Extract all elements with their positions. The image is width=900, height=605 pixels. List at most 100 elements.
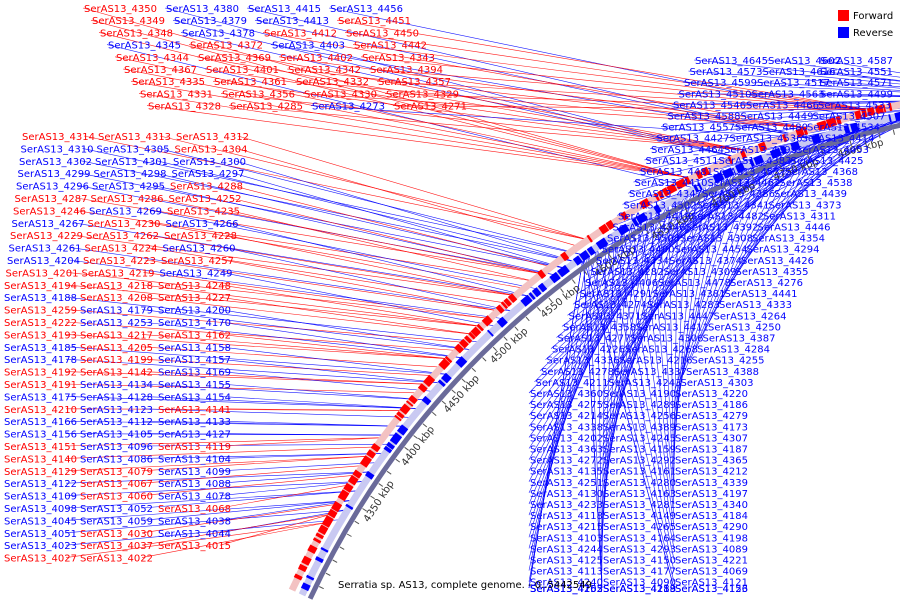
scale-tick xyxy=(347,534,351,537)
gene-label: SerAS13_4211 xyxy=(536,378,609,389)
gene-label: SerAS13_4222 xyxy=(4,318,77,329)
scale-tick xyxy=(326,573,330,575)
gene-label: SerAS13_4343 xyxy=(362,53,435,64)
gene-label: SerAS13_4350 xyxy=(84,4,157,15)
gene-label: SerAS13_4314 xyxy=(22,132,95,143)
gene-label: SerAS13_4280 xyxy=(603,478,676,489)
gene-label: SerAS13_4088 xyxy=(158,479,231,490)
gene-label: SerAS13_4157 xyxy=(158,355,231,366)
gene-label: SerAS13_4255 xyxy=(692,356,765,367)
gene-label: SerAS13_4599 xyxy=(684,78,757,89)
gene-label: SerAS13_4453 xyxy=(796,145,869,156)
gene-label: SerAS13_4289 xyxy=(603,400,676,411)
gene-label: SerAS13_4038 xyxy=(158,516,231,527)
gene-label: SerAS13_4442 xyxy=(354,41,427,52)
gene-label: SerAS13_4349 xyxy=(92,16,165,27)
gene-label: SerAS13_4161 xyxy=(603,467,676,478)
gene-label: SerAS13_4023 xyxy=(4,541,77,552)
kbp-label: 4350 kbp xyxy=(362,479,397,525)
gene-label: SerAS13_4223 xyxy=(83,256,156,267)
gene-label: SerAS13_4096 xyxy=(80,442,153,453)
gene-label: SerAS13_4365 xyxy=(675,456,748,467)
gene-label: SerAS13_4250 xyxy=(708,322,781,333)
gene-label: SerAS13_4344 xyxy=(116,53,189,64)
gene-label: SerAS13_4125 xyxy=(530,556,603,567)
gene-label: SerAS13_4331 xyxy=(140,89,213,100)
scale-tick xyxy=(483,358,487,362)
gene-label: SerAS13_4226 xyxy=(552,345,625,356)
gene-label: SerAS13_4177 xyxy=(603,567,676,578)
gene-label: SerAS13_4267 xyxy=(12,219,85,230)
scale-tick xyxy=(340,547,344,550)
gene-label: SerAS13_4173 xyxy=(675,422,748,433)
gene-label: SerAS13_4464 xyxy=(651,145,724,156)
legend-swatch-forward xyxy=(838,10,849,21)
gene-label: SerAS13_4191 xyxy=(4,380,77,391)
gene-label: SerAS13_4285 xyxy=(230,102,303,113)
gene-label: SerAS13_4374 xyxy=(669,256,742,267)
gene-label: SerAS13_4379 xyxy=(174,16,247,27)
gene-label: SerAS13_4244 xyxy=(530,544,603,555)
gene-label: SerAS13_4400 xyxy=(602,245,675,256)
gene-label: SerAS13_4338 xyxy=(530,422,603,433)
gene-label: SerAS13_4218 xyxy=(80,281,153,292)
gene-label: SerAS13_4027 xyxy=(4,554,77,565)
gene-label: SerAS13_4261 xyxy=(9,244,82,255)
gene-label: SerAS13_4051 xyxy=(4,529,77,540)
gene-label: SerAS13_4304 xyxy=(175,144,248,155)
gene-label: SerAS13_4282 xyxy=(591,267,664,278)
gene-label: SerAS13_4103 xyxy=(530,533,603,544)
gene-label: SerAS13_4312 xyxy=(176,132,249,143)
gene-label: SerAS13_4534 xyxy=(807,123,880,134)
gene-label: SerAS13_4224 xyxy=(85,244,158,255)
gene-label: SerAS13_4328 xyxy=(148,102,221,113)
gene-label: SerAS13_4259 xyxy=(4,306,77,317)
gene-label: SerAS13_4296 xyxy=(16,182,89,193)
gene-label: SerAS13_4387 xyxy=(703,334,776,345)
gene-label: SerAS13_4045 xyxy=(4,516,77,527)
gene-label: SerAS13_4155 xyxy=(158,380,231,391)
gene-label: SerAS13_4286 xyxy=(91,194,164,205)
gene-label: SerAS13_4215 xyxy=(530,522,603,533)
gene-label: SerAS13_4260 xyxy=(163,244,236,255)
gene-label: SerAS13_4212 xyxy=(675,467,748,478)
gene-label: SerAS13_4303 xyxy=(681,378,754,389)
gene-label: SerAS13_4411 xyxy=(636,322,709,333)
gene-label: SerAS13_4284 xyxy=(697,345,770,356)
gene-label: SerAS13_4265 xyxy=(603,522,676,533)
gene-label: SerAS13_4536 xyxy=(730,134,803,145)
gene-label: SerAS13_4380 xyxy=(166,4,239,15)
gene-label: SerAS13_4178 xyxy=(4,355,77,366)
gene-label: SerAS13_4563 xyxy=(752,89,825,100)
gene-label: SerAS13_4022 xyxy=(80,554,153,565)
gene-label: SerAS13_4439 xyxy=(774,189,847,200)
gene-label: SerAS13_4587 xyxy=(820,56,893,67)
gene-label: SerAS13_4188 xyxy=(4,293,77,304)
gene-label: SerAS13_4388 xyxy=(686,367,759,378)
legend: Forward Reverse xyxy=(838,10,893,39)
gene-label: SerAS13_4272 xyxy=(530,456,603,467)
gene-label: SerAS13_4220 xyxy=(675,389,748,400)
gene-label: SerAS13_4140 xyxy=(4,454,77,465)
gene-label: SerAS13_4309 xyxy=(664,267,737,278)
scale-tick xyxy=(319,587,324,589)
gene-label: SerAS13_4089 xyxy=(675,544,748,555)
gene-label: SerAS13_4294 xyxy=(747,245,820,256)
gene-label: SerAS13_4204 xyxy=(7,256,80,267)
gene-label: SerAS13_4213 xyxy=(603,584,676,595)
gene-label: SerAS13_4235 xyxy=(167,206,240,217)
gene-label: SerAS13_4150 xyxy=(603,556,676,567)
gene-label: SerAS13_4105 xyxy=(80,430,153,441)
gene-label: SerAS13_4502 xyxy=(624,200,697,211)
scale-tick xyxy=(432,412,436,415)
gene-label: SerAS13_4389 xyxy=(603,422,676,433)
gene-label: SerAS13_4219 xyxy=(82,268,155,279)
gene-label: SerAS13_4193 xyxy=(4,330,77,341)
gene-label: SerAS13_4454 xyxy=(675,245,748,256)
gene-label: SerAS13_4133 xyxy=(158,417,231,428)
gene-label: SerAS13_4079 xyxy=(80,467,153,478)
gene-label: SerAS13_4245 xyxy=(603,433,676,444)
gene-label: SerAS13_4059 xyxy=(80,516,153,527)
gene-label: SerAS13_4200 xyxy=(158,306,231,317)
